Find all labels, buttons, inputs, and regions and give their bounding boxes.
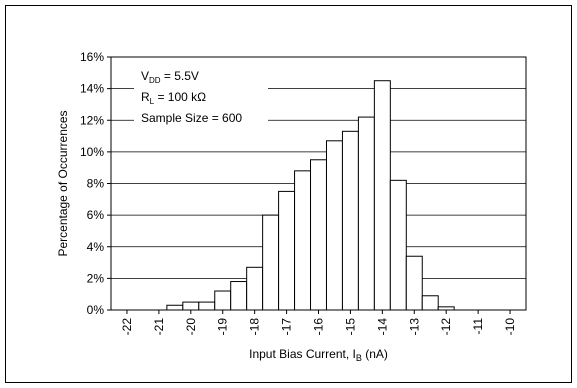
histogram-bar-11: [341, 130, 359, 311]
y-axis-title: Percentage of Occurrences: [56, 110, 70, 256]
histogram-bar-0: [166, 304, 184, 311]
y-tick-labels: 0% 2% 4% 6% 8% 10% 12% 14% 16%: [80, 50, 104, 317]
histogram-bar-12: [357, 116, 375, 311]
histogram-bar-1: [182, 301, 200, 311]
x-tick-label-11: -11: [471, 318, 485, 335]
histogram-bar-16: [421, 295, 439, 311]
y-tick-label-6: 12%: [80, 113, 104, 127]
y-tick-label-1: 2%: [87, 271, 105, 285]
x-axis-title-subscript: B: [356, 353, 362, 363]
grid-lines: [111, 56, 526, 279]
y-tick-label-7: 14%: [80, 82, 104, 96]
annotation-line-2: Sample Size = 600: [141, 111, 242, 125]
y-tick-label-0: 0%: [87, 303, 105, 317]
y-tick-label-3: 6%: [87, 208, 105, 222]
plot-axes: [107, 56, 527, 314]
histogram-bar-5: [246, 266, 264, 311]
x-tick-label-6: -16: [312, 318, 326, 336]
histogram-bar-4: [230, 281, 248, 311]
x-axis-title-main: Input Bias Current, I: [249, 347, 356, 361]
y-tick-label-4: 8%: [87, 177, 105, 191]
x-tick-label-0: -22: [120, 318, 134, 336]
annotation-line-1: RL = 100 kΩ: [141, 90, 206, 106]
x-tick-label-3: -19: [216, 318, 230, 336]
histogram-bar-15: [405, 255, 423, 311]
histogram-bar-14: [389, 179, 407, 311]
x-tick-label-10: -12: [439, 318, 453, 336]
x-tick-label-7: -15: [343, 318, 357, 336]
x-tick-label-4: -18: [248, 318, 262, 336]
y-tick-label-8: 16%: [80, 50, 104, 64]
histogram-bar-9: [310, 159, 327, 311]
annotation-line-0: VDD = 5.5V: [141, 69, 199, 85]
x-tick-label-9: -13: [407, 318, 421, 336]
x-tick-label-12: -10: [503, 318, 517, 336]
histogram-bar-3: [214, 290, 232, 311]
histogram-bar-2: [198, 301, 216, 311]
x-axis-title-unit: (nA): [362, 347, 388, 361]
x-tick-label-1: -21: [152, 318, 166, 336]
x-tick-label-5: -17: [280, 318, 294, 336]
y-tick-label-5: 10%: [80, 145, 104, 159]
histogram-bar-6: [262, 214, 280, 311]
histogram-bar-13: [373, 80, 391, 311]
histogram-bar-10: [325, 140, 343, 311]
x-axis-title: Input Bias Current, IB (nA): [249, 347, 388, 363]
y-tick-label-2: 4%: [87, 240, 105, 254]
x-tick-label-2: -20: [184, 318, 198, 336]
annotation-background: [134, 60, 268, 130]
histogram-bar-8: [294, 170, 312, 311]
x-tick-labels: -22 -21 -20 -19 -18 -17 -16 -15 -14 -13 -12 -11 -10: [120, 318, 517, 336]
x-tick-label-8: -14: [375, 318, 389, 336]
histogram-bars: [166, 80, 455, 311]
histogram-bar-7: [278, 190, 296, 311]
annotation-box: VDD = 5.5V RL = 100 kΩ Sample Size = 600: [134, 60, 268, 130]
